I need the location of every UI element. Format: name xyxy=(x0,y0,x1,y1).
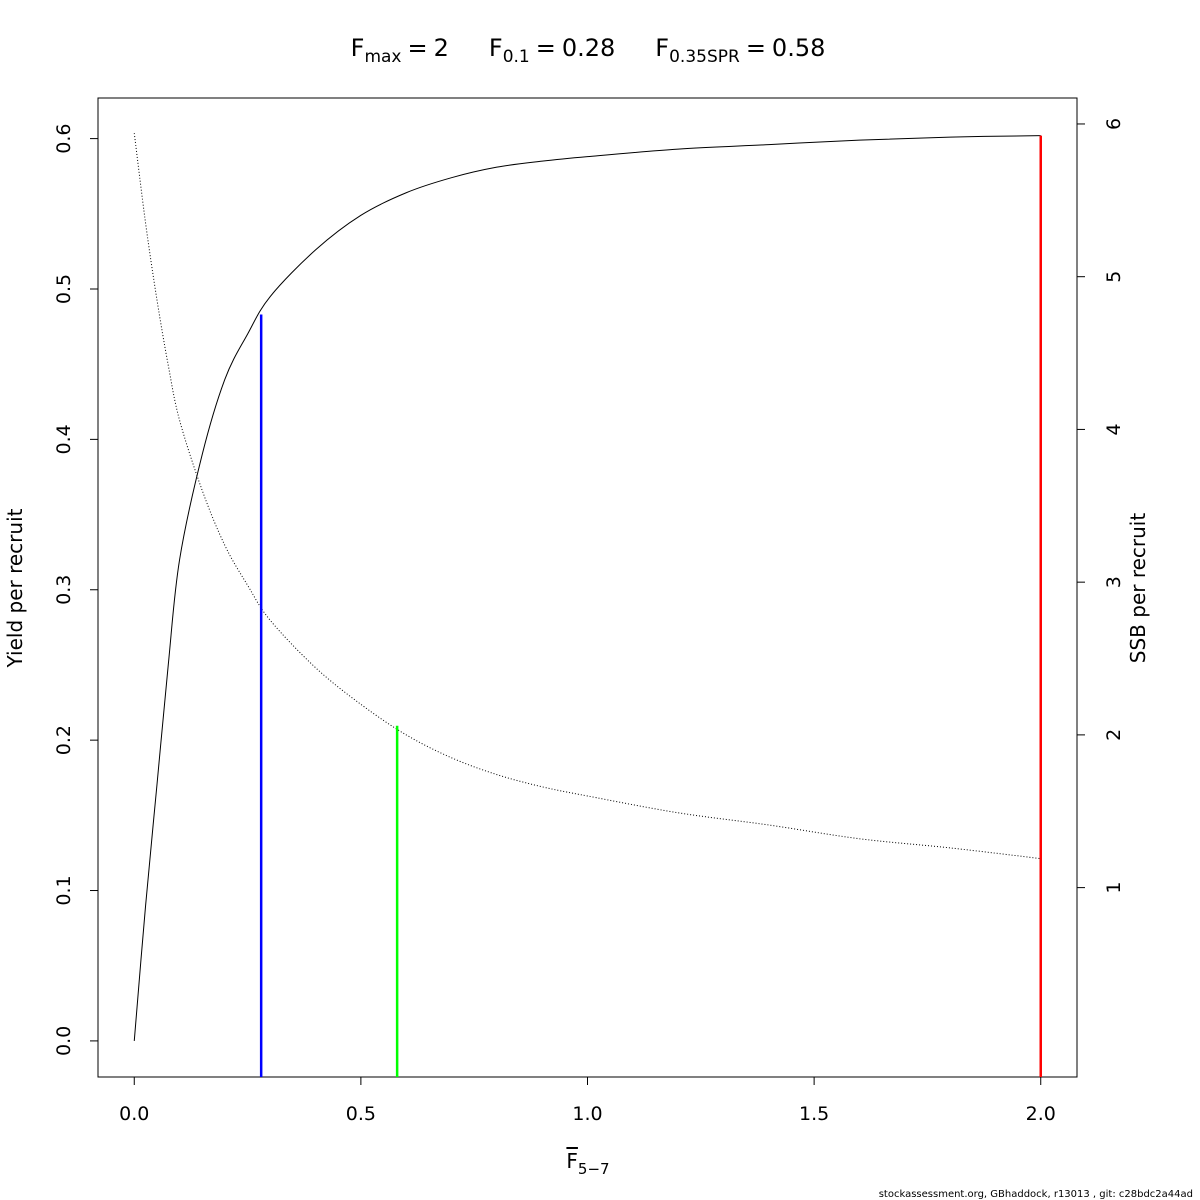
x-tick-label: 0.5 xyxy=(346,1103,376,1125)
title-symbol: F xyxy=(655,34,669,62)
title-relation: = xyxy=(746,34,766,62)
y-tick-label: 0.5 xyxy=(53,274,75,304)
x-tick-label: 1.0 xyxy=(572,1103,602,1125)
x-axis-label: F5−7 xyxy=(566,1149,609,1178)
x-tick-label: 2.0 xyxy=(1026,1103,1056,1125)
y-tick-label: 0.6 xyxy=(53,123,75,153)
title-value: 2 xyxy=(434,34,449,62)
title-subscript: 0.1 xyxy=(503,47,530,67)
x-tick-label: 0.0 xyxy=(119,1103,149,1125)
title-value: 0.58 xyxy=(772,34,825,62)
y-axis-label: Yield per recruit xyxy=(3,508,27,668)
chart-title: Fmax = 2 F0.1 = 0.28 F0.35SPR = 0.58 xyxy=(351,34,826,67)
title-symbol: F xyxy=(489,34,503,62)
title-value: 0.28 xyxy=(562,34,615,62)
title-subscript: 0.35SPR xyxy=(669,47,740,67)
title-symbol: F xyxy=(351,34,365,62)
y-tick-label: 0.1 xyxy=(53,875,75,905)
plot-frame xyxy=(97,97,1078,1078)
y2-tick-label: 6 xyxy=(1103,118,1125,130)
y2-tick-label: 3 xyxy=(1103,576,1125,588)
title-relation: = xyxy=(536,34,556,62)
y-tick-label: 0.0 xyxy=(53,1026,75,1056)
y2-tick-label: 1 xyxy=(1103,882,1125,894)
title-relation: = xyxy=(407,34,427,62)
y2-tick-label: 5 xyxy=(1103,271,1125,283)
y-tick-label: 0.3 xyxy=(53,575,75,605)
y2-tick-label: 2 xyxy=(1103,729,1125,741)
yield-curve xyxy=(133,135,1041,1041)
x-tick-label: 1.5 xyxy=(799,1103,829,1125)
y-tick-label: 0.2 xyxy=(53,725,75,755)
x-label-symbol: F xyxy=(566,1149,578,1173)
ssb-curve xyxy=(133,133,1041,860)
title-subscript: max xyxy=(364,47,401,67)
y-tick-label: 0.4 xyxy=(53,424,75,454)
footer: stockassessment.org, GBhaddock, r13013 ,… xyxy=(879,1189,1193,1200)
y2-axis-label: SSB per recruit xyxy=(1126,513,1150,664)
x-label-subscript: 5−7 xyxy=(578,1160,610,1178)
y2-tick-label: 4 xyxy=(1103,423,1125,435)
